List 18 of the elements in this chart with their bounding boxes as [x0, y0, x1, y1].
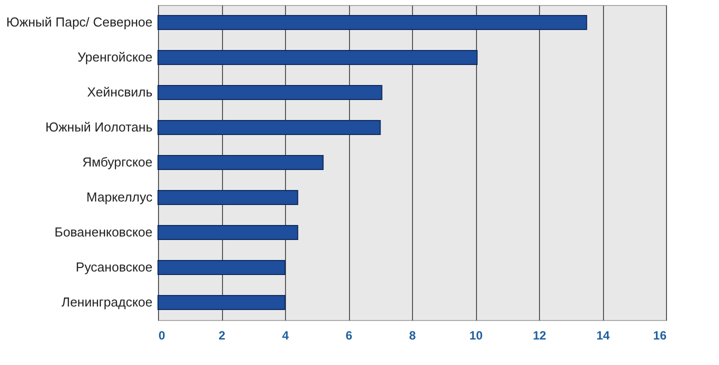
y-tick-label: Хейнсвиль: [87, 84, 153, 100]
x-tick-label: 8: [409, 328, 416, 342]
x-tick-label: 6: [346, 328, 353, 342]
y-tick-label: Маркеллус: [86, 190, 153, 204]
x-tick-label: 12: [532, 328, 546, 342]
y-tick-label: Бованенковское: [54, 224, 152, 240]
x-tick-label: 16: [653, 328, 667, 342]
y-tick-label: Ямбургское: [82, 154, 152, 170]
y-tick-label: Южный Иолотань: [45, 120, 153, 134]
x-tick-label: 4: [282, 328, 290, 342]
x-tick-label: 2: [218, 328, 226, 342]
y-tick-label: Русановское: [76, 260, 152, 274]
y-tick-label: Ленинградское: [62, 294, 152, 310]
x-tick-label: 0: [158, 328, 166, 342]
x-tick-label: 10: [469, 328, 483, 342]
x-tick-label: 14: [596, 328, 610, 342]
y-tick-label: Южный Парс/ Северное: [6, 14, 152, 30]
y-tick-label: Уренгойское: [77, 50, 152, 64]
